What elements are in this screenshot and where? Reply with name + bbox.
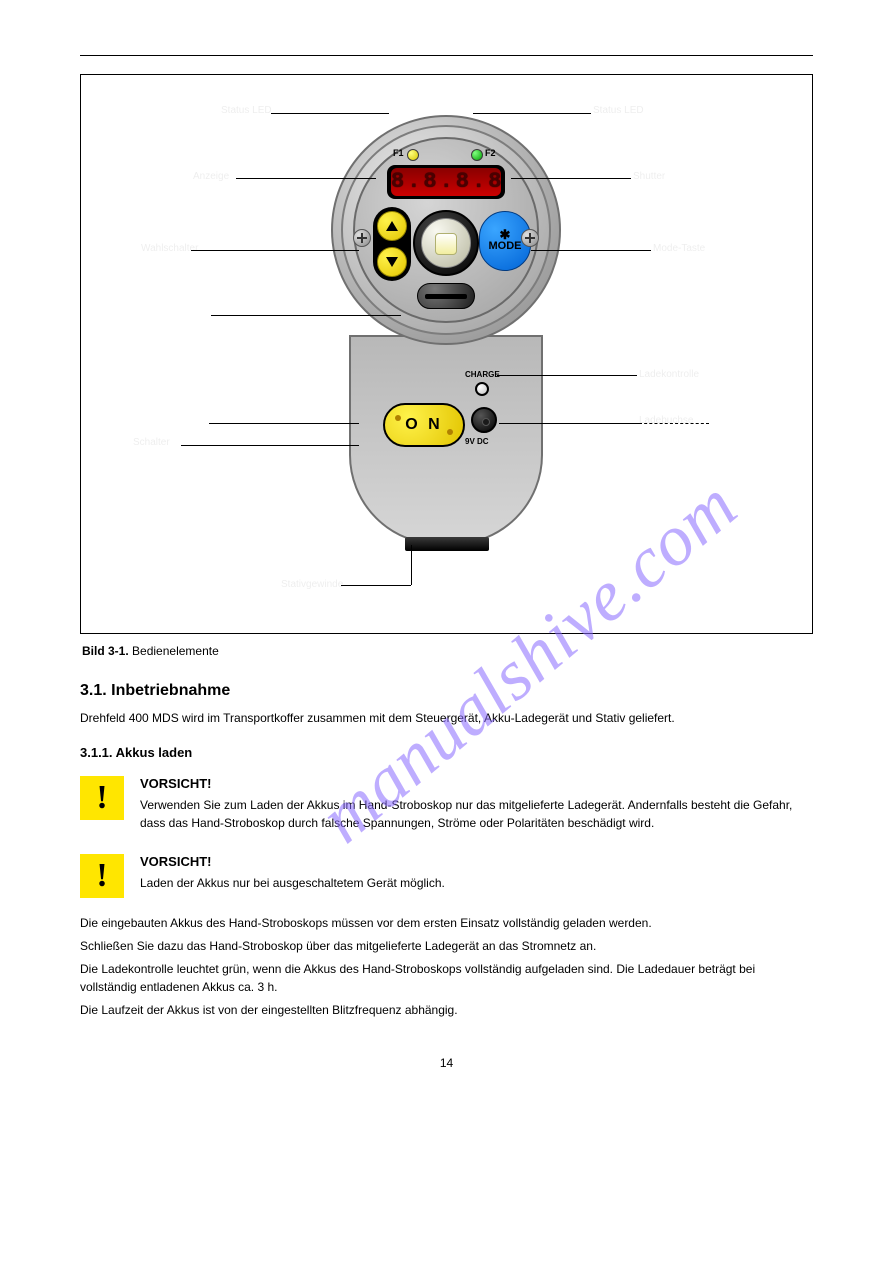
tripod-foot <box>405 537 489 551</box>
leader <box>271 113 389 114</box>
leader <box>411 545 412 585</box>
on-dot-br <box>447 429 453 435</box>
down-button[interactable] <box>377 247 407 277</box>
on-button[interactable]: O N <box>383 403 465 447</box>
section-heading-311: 3.1.1. Akkus laden <box>80 745 813 760</box>
caution-title-1: VORSICHT! <box>140 776 813 791</box>
leader <box>341 585 411 586</box>
mode-star-icon: ✱ <box>500 230 511 240</box>
leader <box>531 250 651 251</box>
callout-foot: Stativgewinde <box>281 579 343 590</box>
battery-slot-slit <box>425 294 467 299</box>
screw-left <box>353 229 371 247</box>
callout-shutter: Shutter <box>633 171 665 182</box>
callout-f2: Status LED <box>593 105 644 116</box>
leader <box>209 423 359 424</box>
figure-box: F1 F2 8.8.8.8 ✱ MODE <box>80 74 813 634</box>
lcd-display: 8.8.8.8 <box>391 168 501 196</box>
caution-block-1: ! VORSICHT! Verwenden Sie zum Laden der … <box>80 776 813 838</box>
leader <box>181 445 359 446</box>
body-para-3: Die Ladekontrolle leuchtet grün, wenn di… <box>80 961 813 996</box>
body-para-2: Schließen Sie dazu das Hand-Stroboskop ü… <box>80 938 813 955</box>
page: F1 F2 8.8.8.8 ✱ MODE <box>0 0 893 1263</box>
leader <box>511 178 631 179</box>
leader <box>473 113 591 114</box>
on-dot-tl <box>395 415 401 421</box>
caution-title-2: VORSICHT! <box>140 854 445 869</box>
figure-caption-text: Bedienelemente <box>132 644 219 658</box>
callout-lcd: Anzeige <box>193 171 229 182</box>
screw-right <box>521 229 539 247</box>
up-icon <box>386 221 398 231</box>
caution-block-2: ! VORSICHT! Laden der Akkus nur bei ausg… <box>80 854 813 898</box>
caution-icon: ! <box>80 776 124 820</box>
charge-label: CHARGE <box>465 370 500 379</box>
leader <box>211 315 401 316</box>
figure-caption-prefix: Bild 3-1. <box>82 644 129 658</box>
charge-led <box>475 382 489 396</box>
device-drawing: F1 F2 8.8.8.8 ✱ MODE <box>331 115 561 575</box>
callout-jack: Ladebuchse <box>639 415 694 426</box>
section-heading-31: 3.1. Inbetriebnahme <box>80 682 813 700</box>
callout-jack-dash <box>639 423 709 424</box>
f1-led <box>407 149 419 161</box>
top-rule <box>80 55 813 56</box>
leader <box>499 423 639 424</box>
caution-body-1: Verwenden Sie zum Laden der Akkus im Han… <box>140 797 813 832</box>
down-icon <box>386 257 398 267</box>
up-button[interactable] <box>377 211 407 241</box>
callout-mode: Mode-Taste <box>653 243 705 254</box>
mode-label: MODE <box>489 240 522 252</box>
leader <box>236 178 376 179</box>
caution-body-2: Laden der Akkus nur bei ausgeschaltetem … <box>140 875 445 892</box>
lens-led-chip <box>435 233 457 255</box>
dc-jack <box>471 407 497 433</box>
intro-paragraph: Drehfeld 400 MDS wird im Transportkoffer… <box>80 710 813 727</box>
callout-f1: Status LED <box>221 105 272 116</box>
leader <box>497 375 637 376</box>
f2-label: F2 <box>485 148 496 158</box>
dc-label: 9V DC <box>465 437 489 446</box>
caution-icon: ! <box>80 854 124 898</box>
body-para-1: Die eingebauten Akkus des Hand-Strobosko… <box>80 915 813 932</box>
on-label: O N <box>405 416 442 434</box>
callout-charge: Ladekontrolle <box>639 369 699 380</box>
page-number: 14 <box>80 1056 813 1070</box>
body-para-4: Die Laufzeit der Akkus ist von der einge… <box>80 1002 813 1019</box>
f1-label: F1 <box>393 148 404 158</box>
figure-caption: Bild 3-1. Bedienelemente <box>82 644 813 658</box>
leader <box>191 250 359 251</box>
f2-led <box>471 149 483 161</box>
callout-updown: Wahlschalter <box>141 243 198 254</box>
callout-on: Schalter <box>133 437 170 448</box>
